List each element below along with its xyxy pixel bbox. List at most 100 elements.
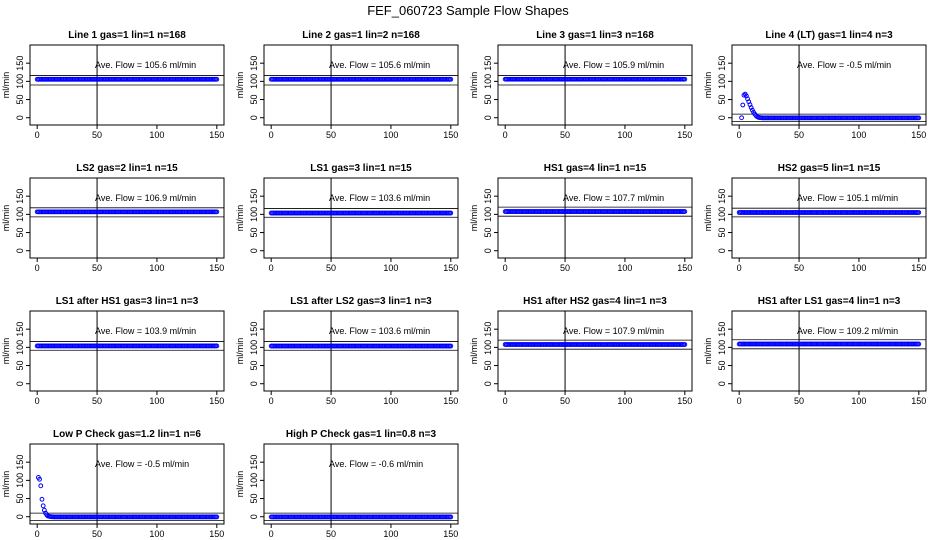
panel-11-title: HS1 after HS2 gas=4 lin=1 n=3 <box>523 296 667 307</box>
panel-9-frame <box>29 310 225 392</box>
panel-5-ytick-label: 150 <box>15 189 25 204</box>
panel-5-ytick-label: 50 <box>15 228 25 238</box>
panel-6-xtick-label: 150 <box>443 263 458 273</box>
panel-14-title: High P Check gas=1 lin=0.8 n=3 <box>286 429 437 440</box>
panel-1-ytick-label: 100 <box>15 74 25 89</box>
panel-9-point <box>214 343 220 349</box>
panel-9-xtick-label: 0 <box>35 396 40 406</box>
panel-5-xtick-label: 0 <box>35 263 40 273</box>
panel-10-xtick-label: 100 <box>383 396 398 406</box>
panel-5-title: LS2 gas=2 lin=1 n=15 <box>76 163 178 174</box>
panel-4-frame <box>731 44 927 126</box>
panel-12-ytick-label: 100 <box>717 340 727 355</box>
panel-3-ytick-label: 0 <box>483 115 493 120</box>
panel-14-xtick-label: 50 <box>326 529 336 539</box>
panel-9-ytick-label: 0 <box>15 381 25 386</box>
panel-1-xtick-label: 0 <box>35 130 40 140</box>
panel-4-point <box>741 92 747 98</box>
panel-10-xtick-label: 0 <box>269 396 274 406</box>
panel-8-xtick-label: 0 <box>737 263 742 273</box>
panel-11-xtick-label: 50 <box>560 396 570 406</box>
panel-10-ytick-label: 0 <box>249 381 259 386</box>
panel-12: HS1 after LS1 gas=4 lin=1 n=3 0 50 100 150 0 5… <box>703 296 927 406</box>
panel-5-point <box>214 209 220 215</box>
panel-11-ytick-label: 100 <box>483 340 493 355</box>
panel-14-ytick-label: 150 <box>249 455 259 470</box>
panel-13-ytick-label: 0 <box>15 514 25 519</box>
panel-1: Line 1 gas=1 lin=1 n=168 0 50 100 150 0 50 100 1… <box>1 30 225 140</box>
panel-12-annotation: Ave. Flow = 109.2 ml/min <box>797 326 898 336</box>
panel-5-frame <box>29 177 225 259</box>
panel-13-xtick-label: 100 <box>149 529 164 539</box>
panel-4-xtick-label: 150 <box>911 130 926 140</box>
panel-6-ylabel: ml/min <box>235 205 245 232</box>
panel-13-point <box>37 476 42 482</box>
panel-3-xtick-label: 150 <box>677 130 692 140</box>
panel-13-point <box>38 483 44 489</box>
panel-14-frame <box>263 443 459 525</box>
panel-8-ytick-label: 100 <box>717 207 727 222</box>
panel-12-xtick-label: 50 <box>794 396 804 406</box>
panel-14-annotation: Ave. Flow = -0.6 ml/min <box>329 459 423 469</box>
panel-9-title: LS1 after HS1 gas=3 lin=1 n=3 <box>56 296 199 307</box>
panel-4-xtick-label: 50 <box>794 130 804 140</box>
panel-6-xtick-label: 100 <box>383 263 398 273</box>
panel-8-point <box>916 210 922 215</box>
panel-1-xtick-label: 100 <box>149 130 164 140</box>
panel-4-ytick-label: 0 <box>717 115 727 120</box>
panel-3: Line 3 gas=1 lin=3 n=168 0 50 100 150 0 50 100 1… <box>469 30 693 140</box>
panel-11-xtick-label: 0 <box>503 396 508 406</box>
panel-9-ylabel: ml/min <box>1 338 11 365</box>
panel-1-ytick-label: 150 <box>15 56 25 71</box>
panel-3-ylabel: ml/min <box>469 72 479 99</box>
panel-1-xtick-label: 150 <box>209 130 224 140</box>
panel-5-ytick-label: 0 <box>15 248 25 253</box>
panel-3-point <box>682 76 688 82</box>
panel-13-xtick-label: 150 <box>209 529 224 539</box>
panel-5-xtick-label: 50 <box>92 263 102 273</box>
panel-7-xtick-label: 150 <box>677 263 692 273</box>
panel-11-xtick-label: 150 <box>677 396 692 406</box>
panel-4-title: Line 4 (LT) gas=1 lin=4 n=3 <box>765 30 893 41</box>
panel-14-xtick-label: 0 <box>269 529 274 539</box>
panel-1-xtick-label: 50 <box>92 130 102 140</box>
panel-10-point <box>448 343 454 349</box>
panel-6-point <box>448 210 454 216</box>
panel-6-xtick-label: 0 <box>269 263 274 273</box>
panel-13-ylabel: ml/min <box>1 471 11 498</box>
panel-14-ylabel: ml/min <box>235 471 245 498</box>
panel-10: LS1 after LS2 gas=3 lin=1 n=3 0 50 100 150 0 5… <box>235 296 459 406</box>
panel-9-xtick-label: 150 <box>209 396 224 406</box>
panel-2: Line 2 gas=1 lin=2 n=168 0 50 100 150 0 50 100 1… <box>235 30 459 140</box>
panel-2-xtick-label: 150 <box>443 130 458 140</box>
panel-6-ytick-label: 100 <box>249 207 259 222</box>
panel-7-ytick-label: 100 <box>483 207 493 222</box>
panel-3-xtick-label: 100 <box>617 130 632 140</box>
panel-9-ytick-label: 150 <box>15 322 25 337</box>
panel-6-ytick-label: 150 <box>249 189 259 204</box>
panel-9: LS1 after HS1 gas=3 lin=1 n=3 0 50 100 150 0 5… <box>1 296 225 406</box>
panel-7-frame <box>497 177 693 259</box>
panel-1-title: Line 1 gas=1 lin=1 n=168 <box>68 30 186 41</box>
panel-8: HS2 gas=5 lin=1 n=15 0 50 100 150 0 50 100 150 ml… <box>703 163 927 273</box>
panel-3-xtick-label: 0 <box>503 130 508 140</box>
panel-7-ytick-label: 0 <box>483 248 493 253</box>
panel-3-title: Line 3 gas=1 lin=3 n=168 <box>536 30 654 41</box>
panel-4-point <box>916 115 922 121</box>
panel-11-ylabel: ml/min <box>469 338 479 365</box>
panel-5-ytick-label: 100 <box>15 207 25 222</box>
panel-7-title: HS1 gas=4 lin=1 n=15 <box>544 163 647 174</box>
panel-12-ytick-label: 150 <box>717 322 727 337</box>
panel-8-ytick-label: 0 <box>717 248 727 253</box>
panel-2-annotation: Ave. Flow = 105.6 ml/min <box>329 60 430 70</box>
panel-7-xtick-label: 100 <box>617 263 632 273</box>
panel-14-xtick-label: 100 <box>383 529 398 539</box>
panel-12-frame <box>731 310 927 392</box>
panel-8-annotation: Ave. Flow = 105.1 ml/min <box>797 193 898 203</box>
panel-13-ytick-label: 150 <box>15 455 25 470</box>
panel-13-xtick-label: 50 <box>92 529 102 539</box>
panel-14-ytick-label: 0 <box>249 514 259 519</box>
panel-8-xtick-label: 150 <box>911 263 926 273</box>
panel-8-ytick-label: 150 <box>717 189 727 204</box>
